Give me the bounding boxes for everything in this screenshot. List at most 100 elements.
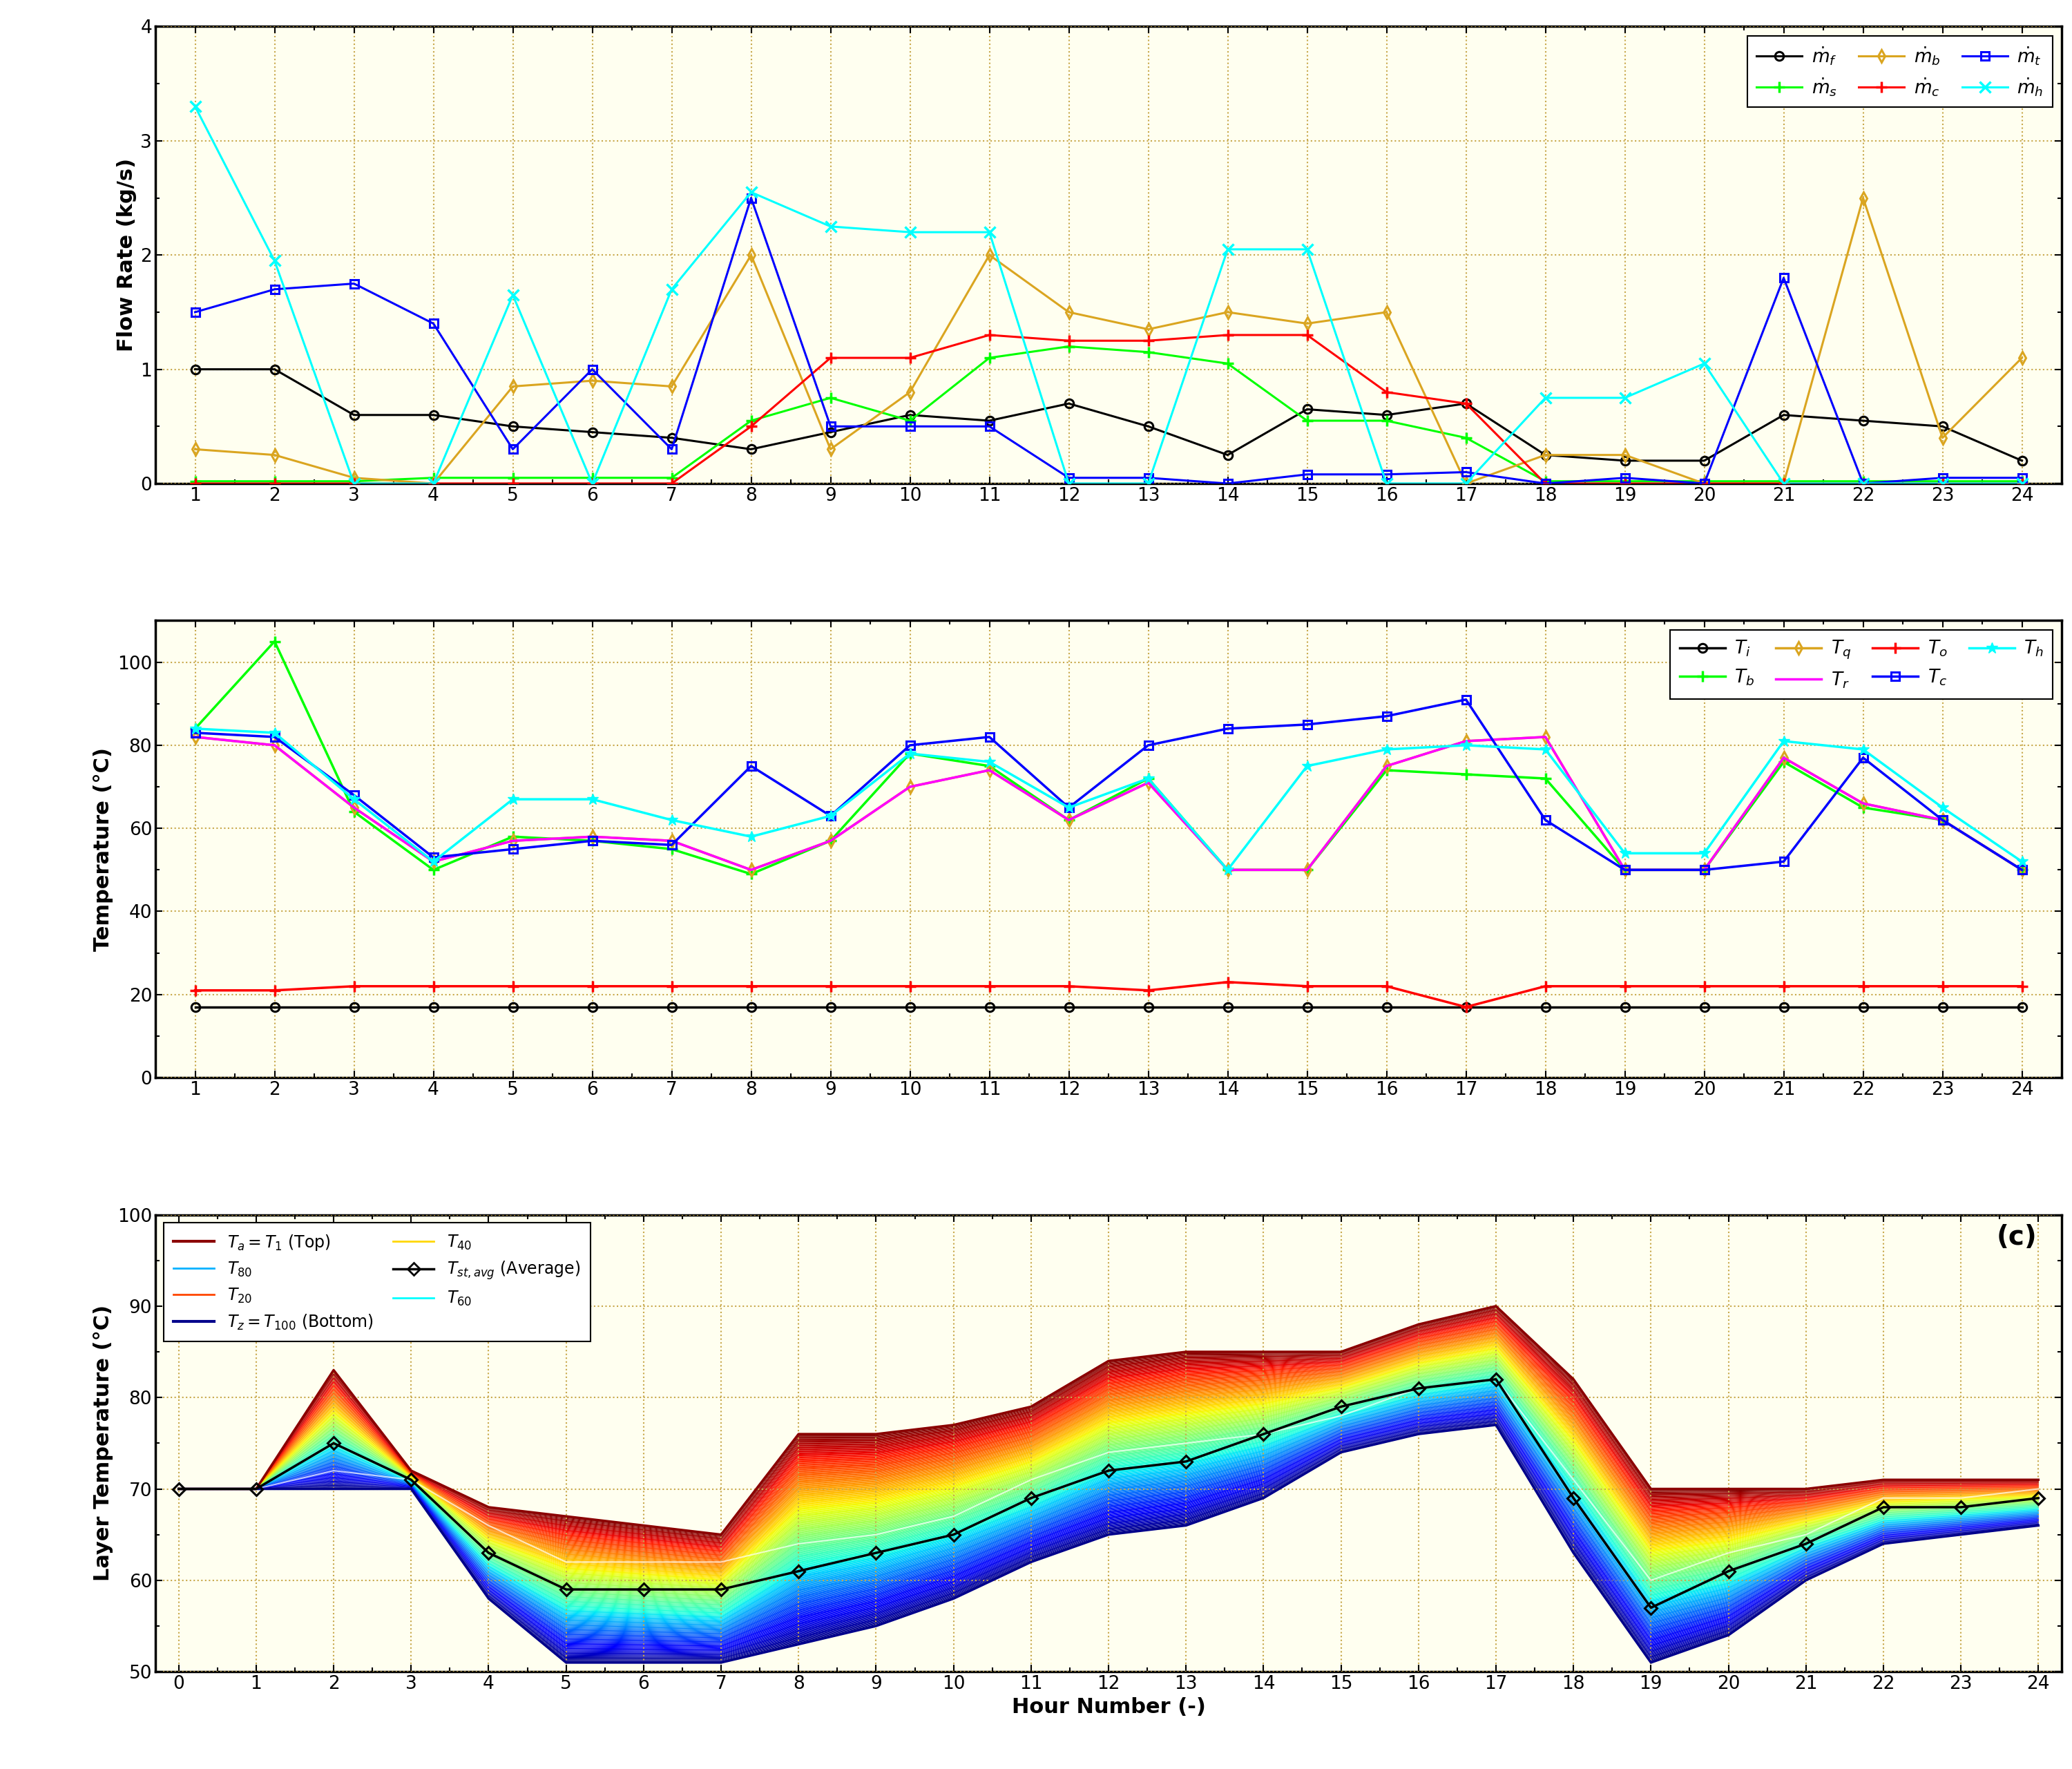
- $T_o$: [1057, 975, 1082, 996]
- $\dot{m}_f$: [659, 428, 684, 449]
- $T_b$: [182, 718, 207, 739]
- $T_c$: [1057, 798, 1082, 819]
- $T_b$: [1533, 768, 1558, 789]
- $\dot{m}_s$: [580, 467, 605, 488]
- $\dot{m}_t$: [1612, 467, 1637, 488]
- $T_b$: [261, 632, 286, 653]
- $T_q$: [1931, 810, 1956, 831]
- $T_b$: [580, 830, 605, 851]
- $\dot{m}_c$: [1057, 331, 1082, 352]
- $\dot{m}_f$: [342, 405, 367, 426]
- $T_r$: [1295, 860, 1320, 881]
- $T_h$: [1850, 739, 1875, 761]
- $T_b$: [2010, 860, 2035, 881]
- $\dot{m}_b$: [501, 375, 526, 396]
- $T_q$: [1455, 731, 1479, 752]
- $T_b$: [342, 801, 367, 823]
- $T_i$: [1931, 996, 1956, 1017]
- $T_c$: [182, 722, 207, 743]
- Y-axis label: Flow Rate (kg/s): Flow Rate (kg/s): [116, 157, 137, 352]
- $\dot{m}_b$: [421, 472, 445, 494]
- $\dot{m}_s$: [818, 387, 843, 409]
- $T_o$: [182, 980, 207, 1001]
- $T_r$: [1135, 771, 1160, 793]
- $T_c$: [1533, 810, 1558, 831]
- $T_r$: [1533, 727, 1558, 748]
- $T_c$: [1850, 747, 1875, 768]
- $T_r$: [1057, 810, 1082, 831]
- $\dot{m}_c$: [1850, 472, 1875, 494]
- $\dot{m}_s$: [1772, 471, 1796, 492]
- $T_b$: [1135, 768, 1160, 789]
- Text: (a): (a): [1993, 41, 2037, 67]
- $T_q$: [261, 734, 286, 755]
- $\dot{m}_c$: [897, 347, 922, 368]
- $T_i$: [818, 996, 843, 1017]
- $T_q$: [738, 860, 762, 881]
- $T_h$: [2010, 851, 2035, 872]
- $\dot{m}_h$: [978, 221, 1003, 242]
- $\dot{m}_t$: [897, 416, 922, 437]
- $T_b$: [659, 839, 684, 860]
- $T_q$: [1057, 810, 1082, 831]
- $\dot{m}_f$: [2010, 449, 2035, 471]
- $T_o$: [897, 975, 922, 996]
- $\dot{m}_c$: [1533, 472, 1558, 494]
- $\dot{m}_s$: [1295, 410, 1320, 432]
- $\dot{m}_t$: [261, 280, 286, 301]
- $\dot{m}_b$: [1135, 318, 1160, 340]
- $T_r$: [818, 830, 843, 851]
- $T_i$: [1691, 996, 1716, 1017]
- $T_h$: [978, 752, 1003, 773]
- $T_h$: [1374, 739, 1399, 761]
- $\dot{m}_b$: [1057, 301, 1082, 322]
- $T_c$: [1772, 851, 1796, 872]
- $\dot{m}_b$: [1850, 188, 1875, 209]
- $T_c$: [659, 835, 684, 856]
- $\dot{m}_f$: [1057, 393, 1082, 414]
- $T_c$: [978, 727, 1003, 748]
- $T_r$: [1772, 747, 1796, 768]
- $\dot{m}_c$: [1214, 324, 1239, 345]
- $T_c$: [738, 755, 762, 777]
- $T_h$: [1931, 798, 1956, 819]
- $T_c$: [1135, 734, 1160, 755]
- $\dot{m}_s$: [738, 410, 762, 432]
- $T_h$: [342, 789, 367, 810]
- $T_b$: [1612, 860, 1637, 881]
- $\dot{m}_s$: [1691, 471, 1716, 492]
- $\dot{m}_b$: [2010, 347, 2035, 368]
- $T_r$: [421, 851, 445, 872]
- Line: $T_h$: $T_h$: [189, 724, 2028, 876]
- Legend: $T_i$, $T_b$, $T_q$, $T_r$, $T_o$, $T_c$, $T_h$: $T_i$, $T_b$, $T_q$, $T_r$, $T_o$, $T_c$…: [1670, 630, 2053, 699]
- $T_h$: [818, 805, 843, 826]
- $\dot{m}_c$: [421, 472, 445, 494]
- $T_b$: [818, 830, 843, 851]
- $\dot{m}_s$: [1057, 336, 1082, 357]
- $T_q$: [978, 759, 1003, 780]
- $T_h$: [1612, 842, 1637, 863]
- $T_c$: [1691, 860, 1716, 881]
- $T_o$: [978, 975, 1003, 996]
- $\dot{m}_b$: [659, 375, 684, 396]
- $\dot{m}_b$: [580, 370, 605, 391]
- $\dot{m}_s$: [659, 467, 684, 488]
- $\dot{m}_f$: [818, 421, 843, 442]
- $T_b$: [897, 743, 922, 764]
- Line: $\dot{m}_s$: $\dot{m}_s$: [189, 341, 2028, 486]
- $T_i$: [1135, 996, 1160, 1017]
- $T_i$: [501, 996, 526, 1017]
- X-axis label: Hour Number (-): Hour Number (-): [1011, 1696, 1206, 1718]
- $T_i$: [421, 996, 445, 1017]
- $T_o$: [818, 975, 843, 996]
- $\dot{m}_f$: [1135, 416, 1160, 437]
- $\dot{m}_c$: [2010, 472, 2035, 494]
- $T_c$: [897, 734, 922, 755]
- $\dot{m}_c$: [1455, 393, 1479, 414]
- $T_o$: [1931, 975, 1956, 996]
- Line: $T_q$: $T_q$: [191, 732, 2026, 874]
- $\dot{m}_t$: [1057, 467, 1082, 488]
- $\dot{m}_c$: [1691, 472, 1716, 494]
- $T_o$: [2010, 975, 2035, 996]
- $T_c$: [1374, 706, 1399, 727]
